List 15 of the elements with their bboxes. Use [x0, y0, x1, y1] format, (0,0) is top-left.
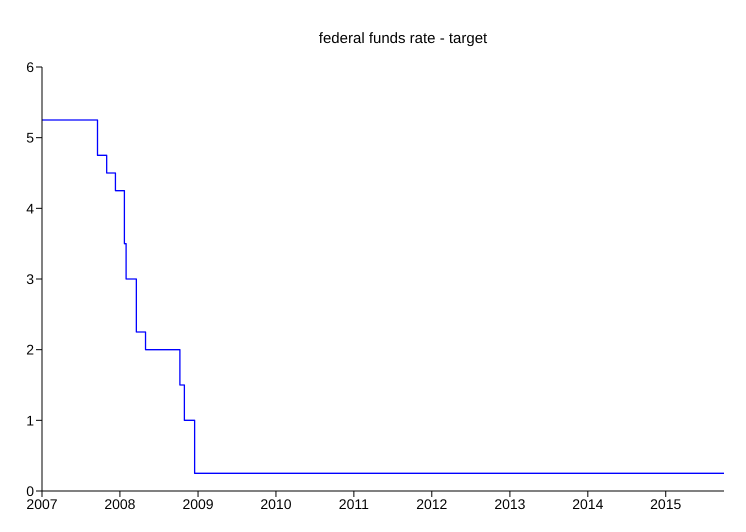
chart-title: federal funds rate - target	[318, 29, 488, 47]
y-tick-label: 5	[26, 130, 34, 146]
y-tick-label: 4	[26, 200, 34, 216]
x-tick-label: 2012	[416, 496, 448, 512]
y-tick-label: 1	[26, 412, 34, 428]
x-tick-label: 2010	[260, 496, 292, 512]
x-tick-label: 2015	[650, 496, 682, 512]
x-tick-label: 2013	[494, 496, 526, 512]
y-tick-label: 6	[26, 58, 34, 75]
x-tick-label: 2014	[572, 496, 604, 512]
y-tick-label: 3	[26, 270, 34, 287]
x-tick-label: 2009	[182, 496, 214, 512]
y-tick-label: 2	[26, 342, 34, 358]
x-tick-label: 2008	[104, 496, 136, 512]
x-tick-label: 2011	[338, 496, 370, 512]
